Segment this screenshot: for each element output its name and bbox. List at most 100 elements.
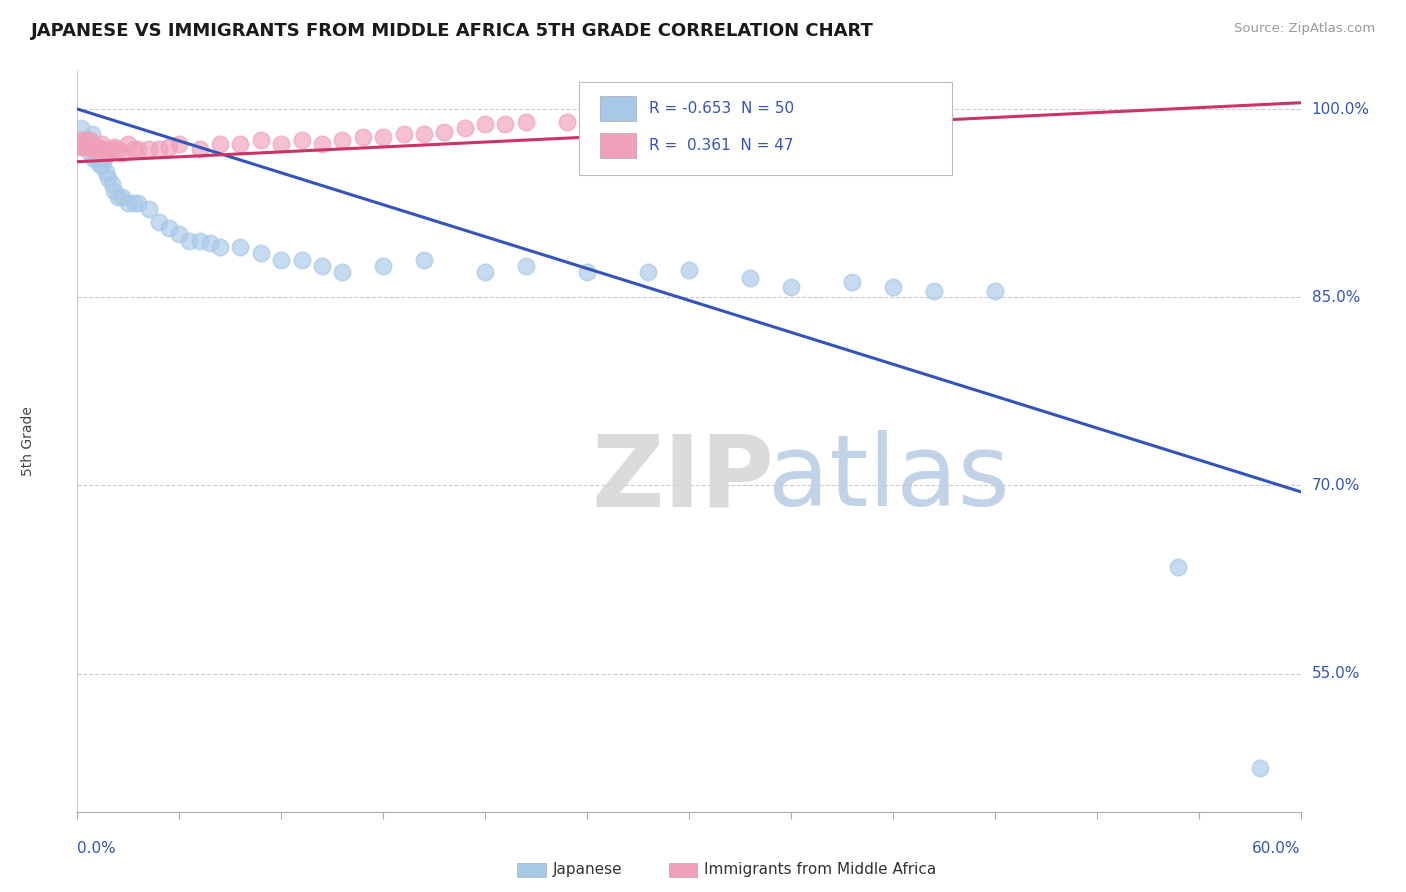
Point: [70, 133, 93, 147]
Point: [70, 120, 93, 135]
Text: 0.0%: 0.0%: [77, 841, 117, 856]
Point: [107, 190, 129, 204]
Point: [290, 133, 312, 147]
Text: 85.0%: 85.0%: [1312, 290, 1360, 305]
Point: [474, 117, 496, 131]
Point: [352, 129, 374, 144]
Point: [740, 271, 762, 285]
Point: [250, 133, 273, 147]
Point: [76, 139, 98, 153]
Point: [332, 265, 354, 279]
Point: [72, 139, 94, 153]
Point: [779, 280, 801, 294]
Point: [250, 246, 273, 260]
Point: [87, 142, 110, 156]
Point: [984, 284, 1007, 298]
Point: [179, 234, 201, 248]
Point: [188, 142, 211, 156]
Point: [371, 259, 394, 273]
Point: [678, 104, 700, 119]
Text: JAPANESE VS IMMIGRANTS FROM MIDDLE AFRICA 5TH GRADE CORRELATION CHART: JAPANESE VS IMMIGRANTS FROM MIDDLE AFRIC…: [31, 22, 873, 40]
Point: [474, 265, 496, 279]
Point: [515, 114, 537, 128]
Point: [198, 236, 221, 251]
Point: [124, 196, 146, 211]
Point: [83, 152, 105, 166]
Point: [433, 125, 456, 139]
Point: [922, 284, 945, 298]
Point: [79, 133, 101, 147]
Point: [97, 145, 120, 160]
Point: [555, 114, 578, 128]
Text: R = -0.653  N = 50: R = -0.653 N = 50: [648, 101, 794, 116]
Point: [208, 240, 231, 254]
Text: R =  0.361  N = 47: R = 0.361 N = 47: [648, 138, 793, 153]
Point: [138, 142, 160, 156]
Point: [637, 108, 659, 122]
Text: ZIP: ZIP: [591, 430, 773, 527]
Point: [101, 178, 124, 192]
Point: [229, 137, 252, 152]
Point: [270, 252, 292, 267]
Point: [208, 137, 231, 152]
Point: [103, 184, 125, 198]
Point: [270, 137, 292, 152]
Point: [332, 133, 354, 147]
Point: [290, 252, 312, 267]
Point: [84, 152, 107, 166]
Point: [392, 127, 415, 141]
Point: [89, 142, 111, 156]
Text: atlas: atlas: [769, 430, 1010, 527]
Point: [718, 102, 741, 116]
Point: [576, 265, 599, 279]
Point: [148, 142, 170, 156]
Point: [138, 202, 160, 217]
Point: [72, 133, 94, 147]
Point: [148, 215, 170, 229]
Point: [515, 259, 537, 273]
Point: [90, 159, 112, 173]
Point: [495, 117, 517, 131]
Point: [67, 139, 90, 153]
Point: [107, 142, 129, 156]
Point: [311, 259, 333, 273]
Text: 5th Grade: 5th Grade: [21, 407, 35, 476]
Point: [453, 120, 475, 135]
Text: Source: ZipAtlas.com: Source: ZipAtlas.com: [1234, 22, 1375, 36]
Point: [84, 142, 107, 156]
Point: [93, 152, 115, 166]
Point: [75, 133, 97, 147]
Point: [1167, 560, 1189, 574]
Text: Immigrants from Middle Africa: Immigrants from Middle Africa: [704, 863, 936, 877]
Point: [111, 145, 134, 160]
Point: [841, 275, 863, 289]
Point: [127, 142, 149, 156]
Point: [79, 145, 101, 160]
Text: 60.0%: 60.0%: [1253, 841, 1301, 856]
Point: [229, 240, 252, 254]
Point: [75, 139, 97, 153]
Point: [89, 159, 111, 173]
Text: 100.0%: 100.0%: [1312, 102, 1369, 117]
Point: [111, 190, 134, 204]
Text: Japanese: Japanese: [553, 863, 623, 877]
Point: [101, 142, 124, 156]
Point: [127, 196, 149, 211]
Point: [678, 262, 700, 277]
Point: [80, 142, 103, 156]
Point: [596, 112, 619, 126]
Point: [157, 139, 180, 153]
Point: [882, 280, 904, 294]
Point: [87, 139, 110, 153]
Point: [93, 142, 115, 156]
Point: [1249, 761, 1271, 775]
Point: [371, 129, 394, 144]
Point: [157, 221, 180, 235]
Point: [80, 127, 103, 141]
Point: [413, 252, 436, 267]
Point: [637, 265, 659, 279]
FancyBboxPatch shape: [579, 82, 952, 175]
Point: [124, 142, 146, 156]
Point: [90, 137, 112, 152]
FancyBboxPatch shape: [599, 95, 637, 121]
